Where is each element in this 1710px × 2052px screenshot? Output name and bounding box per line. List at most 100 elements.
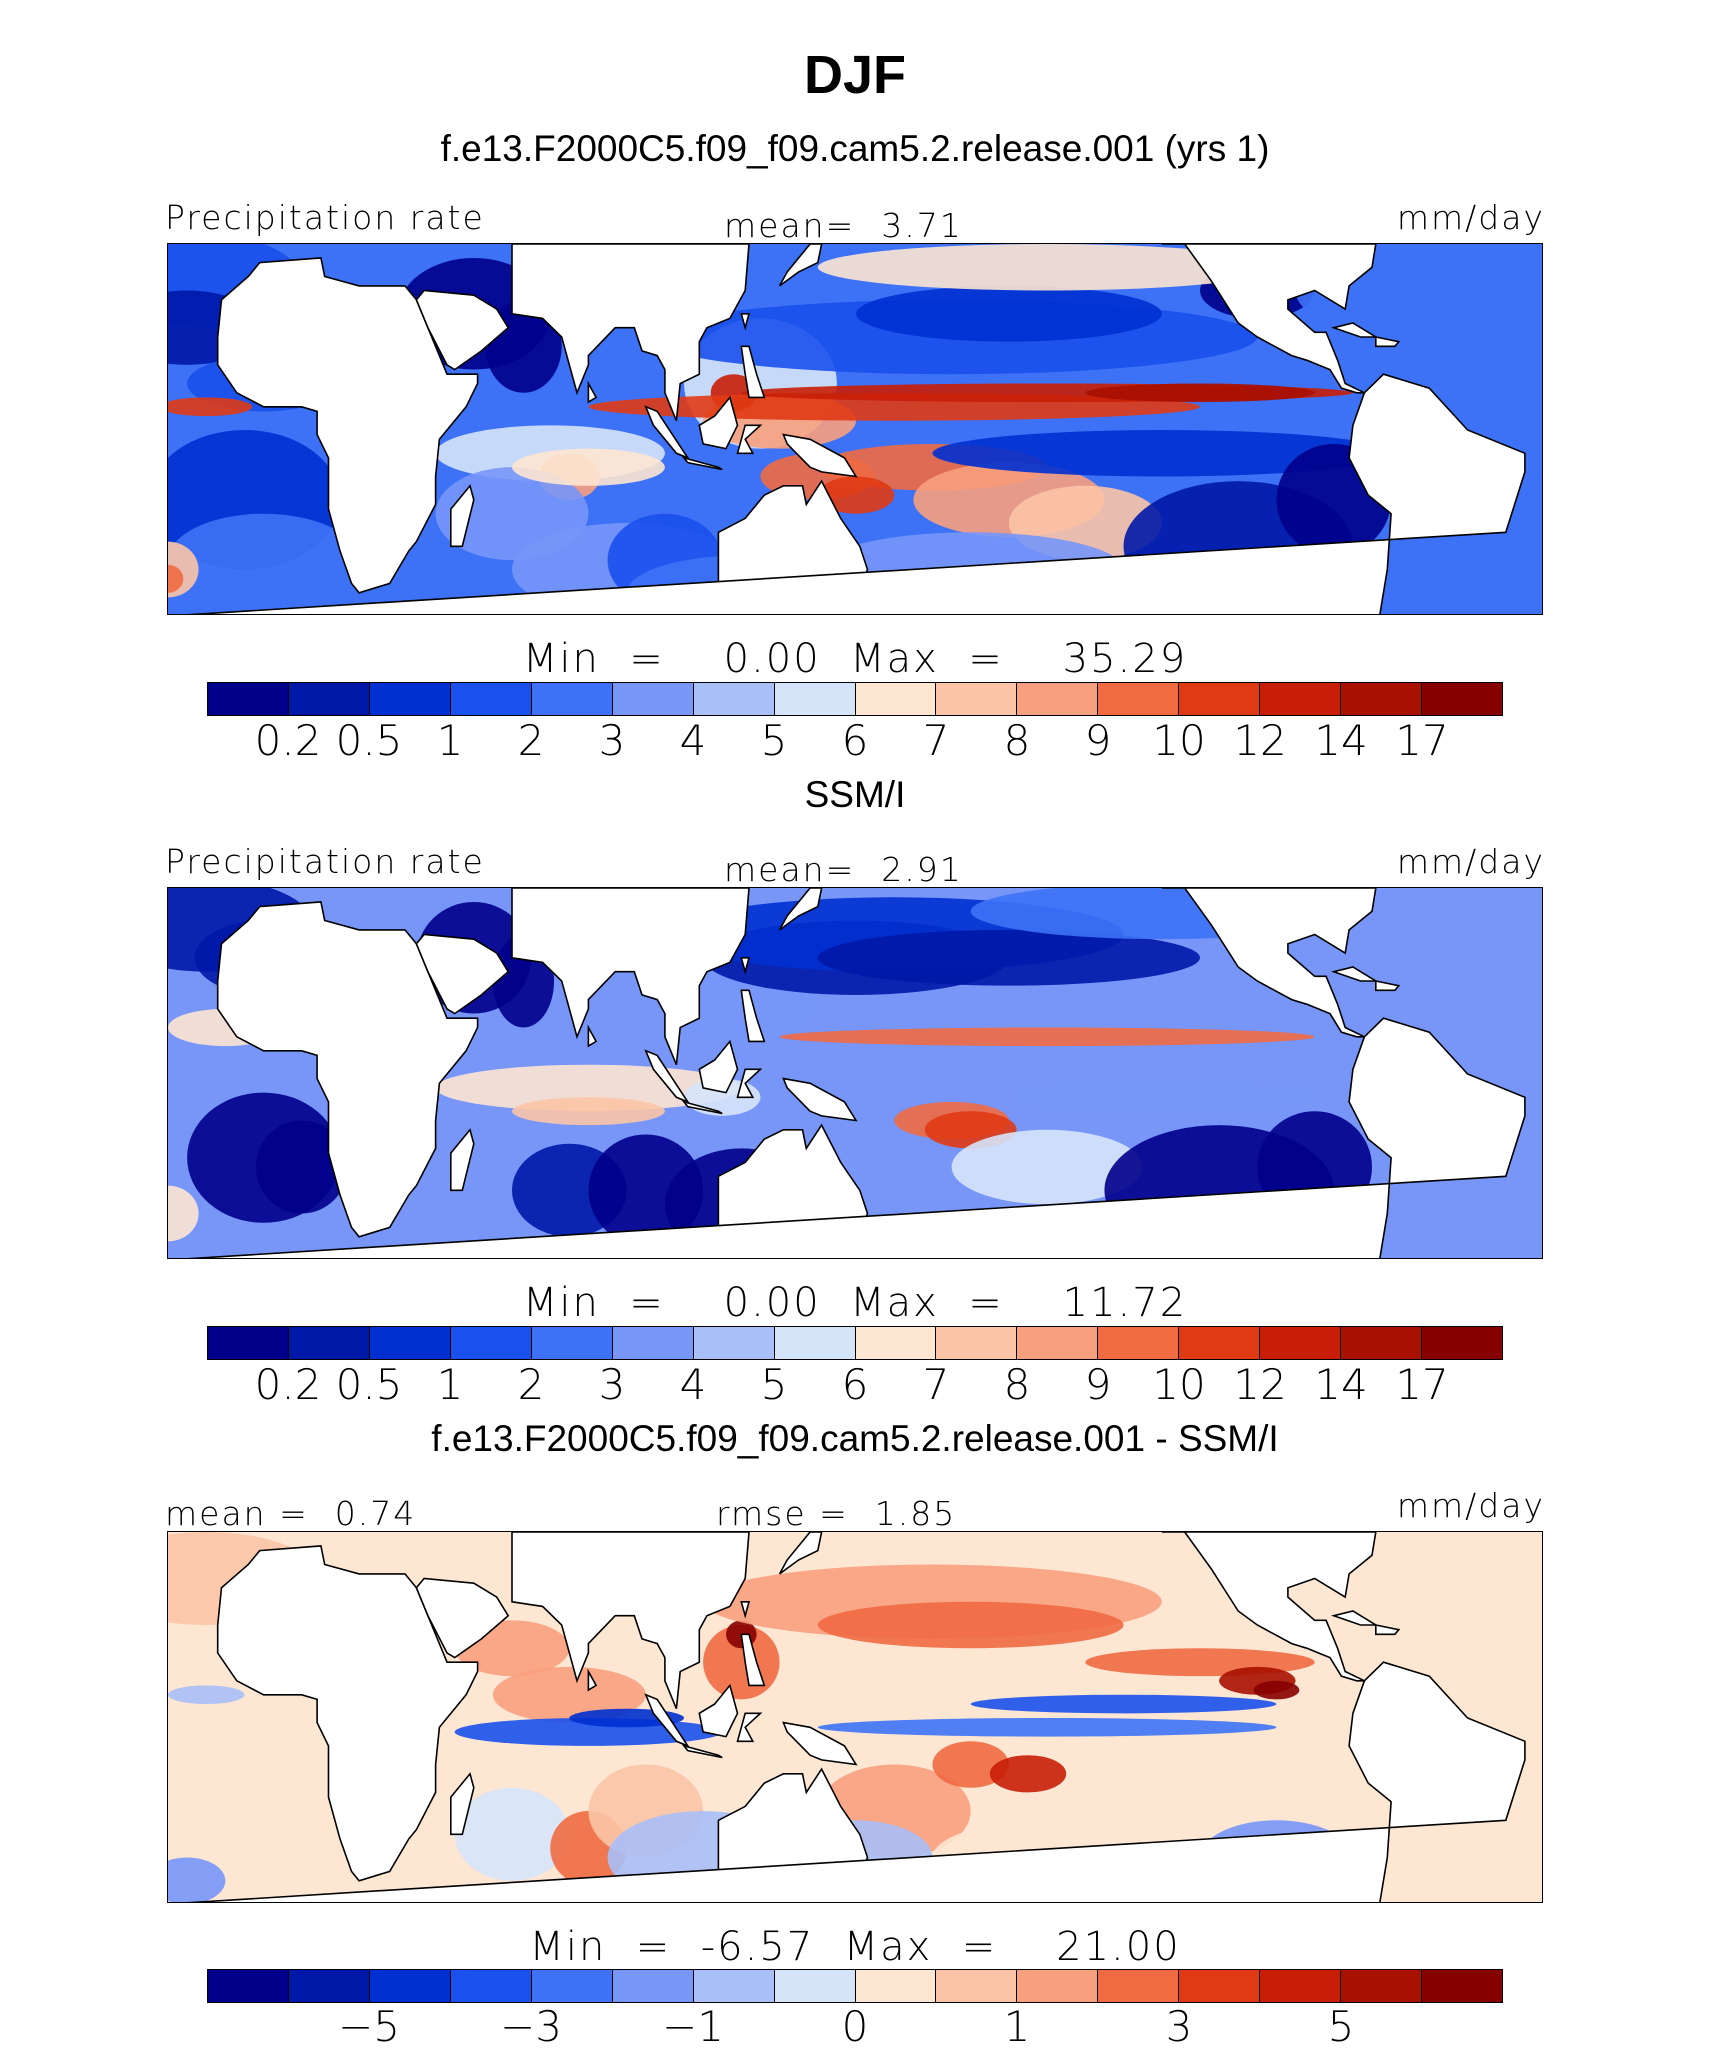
panel-1-units: mm/day [1396, 198, 1545, 237]
coastline [740, 1633, 766, 1687]
colorbar-swatch [208, 683, 289, 715]
colorbar-swatch [208, 1327, 289, 1359]
coastline [740, 345, 766, 399]
colorbar-swatch [1260, 1970, 1342, 2002]
panel-1-variable-label: Precipitation rate [165, 198, 485, 237]
colorbar-tick-label: 9 [1084, 716, 1112, 765]
colorbar-tick-label: −1 [662, 2002, 724, 2051]
colorbar-tick-label: 8 [1003, 1360, 1031, 1409]
precip-contour [168, 397, 253, 417]
coastline [216, 901, 479, 1238]
colorbar-swatch [1422, 683, 1502, 715]
colorbar-swatch [1179, 1327, 1261, 1359]
colorbar-tick-label: 3 [598, 1360, 626, 1409]
coastline [449, 1128, 475, 1192]
map-field [168, 1532, 1542, 1902]
coastline [1375, 1624, 1401, 1636]
colorbar-swatch [288, 1327, 370, 1359]
precip-contour [817, 1718, 1277, 1737]
panel-2-mean: mean= 2.91 [724, 850, 963, 889]
colorbar-tick-label: 12 [1233, 716, 1287, 765]
colorbar-tick-label: 6 [841, 1360, 869, 1409]
coastline [782, 433, 858, 478]
colorbar-swatch [855, 683, 937, 715]
coastline [698, 395, 739, 450]
colorbar-tick-label: 3 [1165, 2002, 1193, 2051]
coastline [778, 244, 823, 287]
colorbar-swatch [531, 1970, 613, 2002]
panel-1-mean: mean= 3.71 [724, 206, 963, 245]
coastline [415, 1577, 510, 1659]
precip-contour [989, 1755, 1067, 1793]
precip-contour [454, 1787, 570, 1881]
precip-contour [512, 448, 665, 486]
precip-contour [856, 285, 1162, 342]
colorbar-swatch [693, 1970, 775, 2002]
precip-contour [168, 564, 184, 593]
colorbar-tick-label: 5 [1327, 2002, 1355, 2051]
colorbar-swatch [1341, 1327, 1423, 1359]
colorbar-tick-label: 2 [517, 716, 545, 765]
colorbar-tick-label: 7 [922, 716, 950, 765]
precip-contour [951, 1129, 1143, 1205]
colorbar-swatch [936, 1327, 1018, 1359]
panel-1-colorbar-ticks: 0.2 0.5 1 2 3 4 5 6 7 8 9 10 12 14 17 [207, 716, 1503, 766]
colorbar-tick-label: 5 [760, 1360, 788, 1409]
colorbar-swatch [208, 1970, 289, 2002]
coastline [740, 1601, 751, 1619]
colorbar-swatch [288, 1970, 370, 2002]
colorbar-swatch [1017, 1970, 1099, 2002]
coastline [1375, 336, 1401, 348]
precip-contour [1008, 1078, 1315, 1116]
colorbar-swatch [1179, 683, 1261, 715]
panel-2-title: SSM/I [804, 774, 906, 815]
panel-2-units: mm/day [1396, 842, 1545, 881]
colorbar-tick-label: 10 [1152, 716, 1206, 765]
colorbar-swatch [1422, 1970, 1502, 2002]
coastline [415, 933, 510, 1015]
coastline [216, 1545, 479, 1882]
coastline [644, 405, 690, 460]
colorbar-swatch [531, 683, 613, 715]
map-field [168, 888, 1542, 1258]
precip-contour [492, 1666, 646, 1723]
precip-contour [817, 244, 1277, 291]
panel-3-rmse: rmse = 1.85 [716, 1494, 957, 1533]
coastline [587, 1668, 598, 1692]
coastline [740, 989, 766, 1043]
coastline [415, 289, 510, 371]
colorbar-swatch [693, 683, 775, 715]
colorbar-tick-label: 3 [598, 716, 626, 765]
coastline [1161, 244, 1377, 394]
precip-contour [817, 929, 1200, 986]
coastline [187, 373, 1526, 614]
coastline [187, 1017, 1526, 1258]
coastline [1375, 980, 1401, 992]
panel-2-colorbar-ticks: 0.2 0.5 1 2 3 4 5 6 7 8 9 10 12 14 17 [207, 1360, 1503, 1410]
colorbar-swatch [612, 683, 694, 715]
panel-1-min-max: Min = 0.00 Max = 35.29 [522, 636, 1188, 682]
coastline [736, 1712, 763, 1743]
colorbar-tick-label: 14 [1314, 1360, 1368, 1409]
colorbar-tick-label: 9 [1084, 1360, 1112, 1409]
colorbar-swatch [612, 1327, 694, 1359]
colorbar-swatch [531, 1327, 613, 1359]
colorbar-swatch [450, 1970, 532, 2002]
panel-3-colorbar [207, 1969, 1503, 2003]
colorbar-tick-label: 0.5 [335, 1360, 403, 1409]
colorbar-swatch [855, 1327, 937, 1359]
colorbar-swatch [369, 683, 451, 715]
colorbar-swatch [774, 683, 856, 715]
coastline [740, 957, 751, 975]
panel-1-title: f.e13.F2000C5.f09_f09.cam5.2.release.001… [440, 128, 1270, 169]
coastline [736, 424, 763, 455]
colorbar-swatch [1017, 1327, 1099, 1359]
colorbar-swatch [936, 683, 1018, 715]
colorbar-tick-label: 0.2 [254, 716, 322, 765]
coastline [511, 1532, 750, 1710]
colorbar-tick-label: 4 [679, 1360, 707, 1409]
panel-3-units: mm/day [1396, 1486, 1545, 1525]
precip-contour [1253, 1680, 1300, 1700]
colorbar-swatch [1260, 1327, 1342, 1359]
panel-3-colorbar-ticks: −5 −3 −1 0 1 3 5 [207, 2002, 1503, 2052]
